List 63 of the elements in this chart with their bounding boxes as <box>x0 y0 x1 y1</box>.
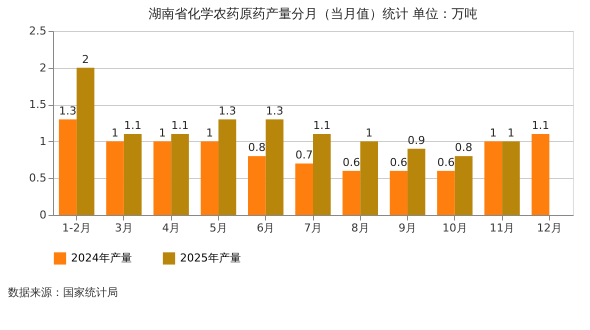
bar <box>106 141 124 215</box>
data-label: 0.6 <box>342 156 360 169</box>
bar <box>484 141 502 215</box>
y-tick-label: 2 <box>40 61 46 74</box>
bar <box>390 170 408 215</box>
y-tick-label: 2.5 <box>29 24 46 38</box>
bar <box>313 134 331 215</box>
data-label: 0.8 <box>454 141 472 154</box>
x-tick-label: 9月 <box>398 222 417 234</box>
bar <box>502 141 520 215</box>
bar <box>360 141 378 215</box>
data-label: 1 <box>507 126 514 140</box>
y-tick-label: 1 <box>40 134 46 148</box>
bar <box>342 170 360 215</box>
legend-label: 2024年产量 <box>71 251 132 264</box>
data-label: 1.3 <box>266 104 284 118</box>
data-label: 1.3 <box>59 104 77 118</box>
x-tick-label: 8月 <box>351 222 370 234</box>
y-tick-label: 0 <box>40 208 46 222</box>
data-label: 1.1 <box>532 119 550 132</box>
bar <box>408 148 426 215</box>
data-label: 0.6 <box>437 156 455 169</box>
x-tick-label: 3月 <box>114 222 133 234</box>
data-label: 0.6 <box>390 156 408 169</box>
y-tick-label: 1.5 <box>29 98 46 112</box>
data-label: 1 <box>158 126 166 140</box>
bar <box>437 170 455 215</box>
data-label: 1.1 <box>313 119 331 132</box>
data-label: 1.1 <box>171 119 189 132</box>
bar <box>532 134 550 215</box>
bar <box>124 134 142 215</box>
x-tick-label: 10月 <box>442 222 468 234</box>
data-label: 2 <box>82 52 89 66</box>
data-label: 0.9 <box>408 134 426 147</box>
x-tick-label: 4月 <box>162 222 180 234</box>
data-label: 0.7 <box>295 148 313 162</box>
x-tick-label: 11月 <box>490 222 515 234</box>
bar <box>295 163 313 215</box>
bar <box>266 119 284 215</box>
data-label: 1 <box>366 126 373 140</box>
data-label: 1 <box>490 126 497 140</box>
data-label: 1 <box>112 126 119 140</box>
x-tick-label: 5月 <box>209 222 228 234</box>
bar <box>171 134 189 215</box>
x-tick-label: 12月 <box>536 222 562 234</box>
bar <box>153 141 172 215</box>
x-tick-label: 7月 <box>304 222 322 234</box>
x-tick-label: 6月 <box>256 222 275 234</box>
x-tick-label: 1-2月 <box>62 222 92 234</box>
data-label: 0.8 <box>248 141 266 154</box>
y-tick-label: 0.5 <box>29 172 46 185</box>
bar <box>218 119 236 215</box>
chart-title: 湖南省化学农药原药产量分月（当月值）统计 单位：万吨 <box>148 7 478 22</box>
bar <box>454 156 473 215</box>
data-label: 1.3 <box>218 104 236 118</box>
source-note: 数据来源：国家统计局 <box>8 286 118 299</box>
bar <box>200 141 218 215</box>
legend-label: 2025年产量 <box>180 251 241 264</box>
bar <box>76 68 94 215</box>
bar <box>248 156 266 215</box>
data-label: 1.1 <box>124 119 142 132</box>
bar <box>58 119 77 215</box>
data-label: 1 <box>206 126 214 140</box>
